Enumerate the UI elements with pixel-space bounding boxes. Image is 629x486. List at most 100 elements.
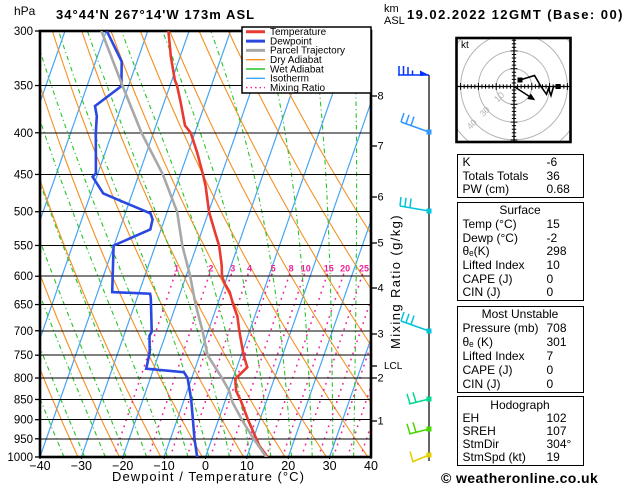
pressure-tick-label: 850	[14, 394, 33, 406]
pressure-tick-label: 750	[14, 350, 33, 362]
hodograph-ring-label: 10	[492, 90, 506, 104]
table-row: StmDir 304°	[458, 438, 583, 450]
km-tick-label: 1	[378, 416, 384, 428]
pressure-tick-label: 800	[14, 373, 33, 385]
table-row: CAPE (J) 0	[458, 364, 583, 376]
copyright-label: © weatheronline.co.uk	[441, 470, 599, 486]
km-axis-unit-label: km	[384, 3, 399, 15]
table-section-header: Hodograph	[490, 397, 550, 412]
table-row: CIN (J) 0	[458, 286, 583, 298]
hodograph-ring-label: 40	[465, 117, 479, 131]
row-label: StmSpd (kt)	[462, 450, 526, 465]
mixing-ratio-value-label: 3	[230, 264, 235, 274]
wind-barb	[400, 311, 432, 334]
row-label: K	[462, 155, 471, 170]
table-row: θₑ(K) 298	[458, 245, 583, 257]
indices-table-most-unstable: Most Unstable Pressure (mb) 708 θₑ (K) 301…	[456, 305, 584, 393]
row-label: CIN (J)	[462, 376, 501, 391]
km-tick-label: 5	[378, 238, 384, 250]
temperature-tick-label: −20	[112, 459, 133, 473]
pressure-tick-label: 900	[14, 415, 33, 427]
legend-item-label: Wet Adiabat	[270, 64, 324, 75]
pressure-tick-label: 950	[14, 434, 33, 446]
table-row: K -6	[458, 156, 583, 168]
table-row: Pressure (mb) 708	[458, 322, 583, 334]
indices-table-general: K -6 Totals Totals 36 PW (cm) 0.68	[456, 153, 584, 198]
row-label: Pressure (mb)	[462, 321, 539, 336]
row-value: 102	[546, 410, 567, 425]
row-label: θₑ (K)	[462, 335, 493, 350]
curve-temperature	[167, 31, 269, 457]
pressure-tick-label: 600	[14, 271, 33, 283]
row-label: θₑ(K)	[462, 244, 490, 259]
row-value: -2	[546, 230, 558, 245]
row-value: 15	[546, 216, 560, 231]
row-value: 0.68	[546, 182, 570, 197]
wind-barb-column	[398, 66, 432, 463]
lcl-label: LCL	[384, 361, 403, 372]
sounding-curves	[90, 31, 269, 457]
row-value: 107	[546, 423, 567, 438]
mixing-ratio-value-label: 2	[208, 264, 213, 274]
date-label: 19.02.2022 12GMT (Base: 00)	[407, 7, 624, 22]
mixing-ratio-value-label: 5	[271, 264, 276, 274]
row-label: CAPE (J)	[462, 362, 513, 377]
legend-item-label: Mixing Ratio	[270, 83, 325, 94]
wind-barb	[398, 66, 429, 76]
row-label: Lifted Index	[462, 257, 525, 272]
wind-barb	[406, 392, 432, 405]
row-label: Lifted Index	[462, 348, 525, 363]
storm-motion-vector	[513, 85, 532, 99]
table-row: CAPE (J) 0	[458, 273, 583, 285]
wind-barb	[400, 112, 432, 135]
temperature-tick-label: 10	[240, 459, 254, 473]
row-label: Dewp (°C)	[462, 230, 518, 245]
table-row: θₑ (K) 301	[458, 336, 583, 348]
mixing-ratio-axis-label: Mixing Ratio (g/kg)	[388, 214, 403, 349]
mixing-ratio-value-label: 15	[324, 264, 334, 274]
km-tick-label: 7	[378, 141, 384, 153]
mixing-ratio-value-label: 8	[289, 264, 294, 274]
row-value: 7	[546, 348, 554, 363]
legend-item-label: Isotherm	[270, 74, 309, 85]
pressure-tick-label: 700	[14, 326, 33, 338]
table-row: Temp (°C) 15	[458, 218, 583, 230]
row-value: 0	[546, 376, 554, 391]
mixing-ratio-value-label: 25	[359, 264, 369, 274]
pressure-tick-label: 300	[14, 26, 33, 38]
km-tick-label: 6	[378, 192, 384, 204]
row-value: 0	[546, 362, 554, 377]
row-value: 301	[546, 335, 567, 350]
x-axis-title: Dewpoint / Temperature (°C)	[112, 469, 305, 484]
legend-item-label: Parcel Trajectory	[270, 46, 345, 57]
table-row: PW (cm) 0.68	[458, 183, 583, 195]
asl-axis-label: ASL	[384, 15, 405, 27]
row-label: CIN (J)	[462, 285, 501, 300]
skewt-axes: 3003504004505005506006507007508008509009…	[7, 26, 383, 473]
table-row: EH 102	[458, 412, 583, 424]
wind-barb	[399, 196, 432, 214]
temperature-tick-label: −40	[29, 459, 50, 473]
row-label: PW (cm)	[462, 182, 510, 197]
table-row: Lifted Index 10	[458, 259, 583, 271]
legend-item-label: Temperature	[270, 27, 327, 38]
curve-dewpoint	[90, 31, 199, 457]
mixing-ratio-value-label: 1	[174, 264, 179, 274]
row-value: 10	[546, 257, 560, 272]
pressure-tick-label: 1000	[7, 452, 33, 464]
row-value: 19	[546, 450, 560, 465]
table-section-header: Most Unstable	[481, 307, 559, 322]
row-value: 298	[546, 244, 567, 259]
km-tick-label: 4	[378, 283, 384, 295]
table-row: SREH 107	[458, 425, 583, 437]
row-label: StmDir	[462, 437, 500, 452]
table-row: StmSpd (kt) 19	[458, 451, 583, 463]
mixing-ratio-value-label: 4	[247, 264, 252, 274]
pressure-tick-label: 450	[14, 169, 33, 181]
row-value: 304°	[546, 437, 572, 452]
row-label: CAPE (J)	[462, 271, 513, 286]
